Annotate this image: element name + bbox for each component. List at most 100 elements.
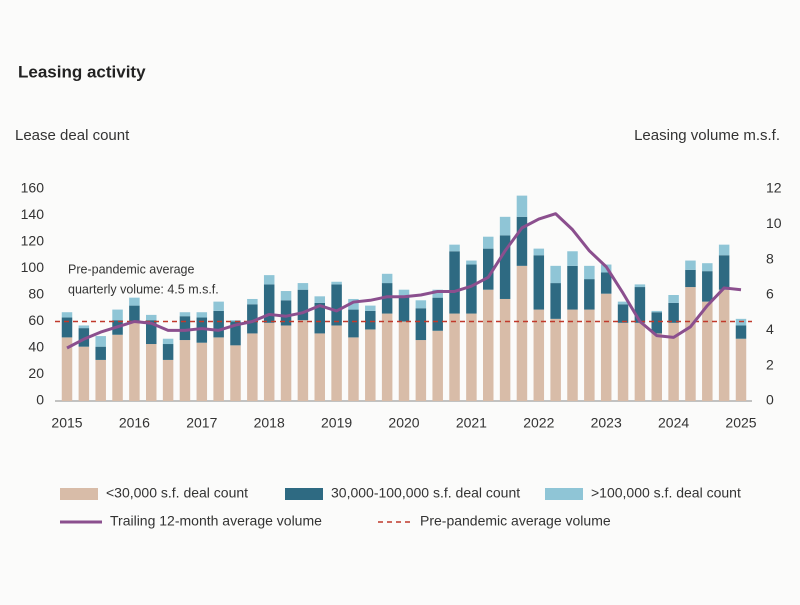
bar-segment — [718, 255, 730, 290]
legend-label: >100,000 s.f. deal count — [591, 485, 741, 501]
line-series — [66, 212, 742, 350]
bar-segment — [735, 338, 747, 401]
x-tick-label: 2017 — [186, 415, 217, 431]
bar-segment — [314, 333, 325, 401]
bar-segment — [617, 304, 629, 323]
bar-segment — [280, 291, 292, 301]
bar-segment — [196, 342, 208, 401]
bar-segment — [533, 255, 545, 310]
bar-segment — [365, 305, 376, 311]
x-tick-label: 2020 — [388, 415, 419, 431]
y2-tick-label: 0 — [766, 392, 774, 408]
bar-segment — [702, 271, 713, 302]
bar-segment — [179, 312, 191, 317]
bar-segment — [61, 312, 73, 318]
bar-segment — [247, 304, 258, 334]
bar-segment — [634, 287, 646, 323]
bar-segment — [213, 337, 224, 401]
bar-segment — [415, 308, 427, 341]
y-tick-label: 120 — [21, 233, 45, 249]
bar-segment — [415, 300, 427, 309]
bar-segment — [483, 236, 494, 249]
bar-segment — [179, 340, 191, 401]
y-tick-label: 60 — [28, 312, 44, 328]
x-tick-label: 2018 — [254, 415, 285, 431]
x-tick-label: 2019 — [321, 415, 352, 431]
bar-segment — [718, 244, 730, 256]
bar-segment — [634, 284, 646, 288]
bar-segment — [78, 346, 90, 401]
bar-segment — [668, 295, 679, 303]
x-tick-label: 2021 — [456, 415, 487, 431]
bar-segment — [567, 251, 578, 266]
bar-segment — [61, 337, 73, 401]
bar-segment — [617, 301, 629, 305]
bar-segment — [280, 300, 292, 326]
bar-segment — [685, 287, 696, 401]
y2-tick-label: 2 — [766, 356, 774, 372]
legend-label: Pre-pandemic average volume — [420, 513, 611, 529]
bar-segment — [78, 325, 90, 329]
bar-segment — [550, 318, 561, 401]
bar-segment — [146, 314, 157, 321]
bar-segment — [129, 305, 140, 323]
bar-segment — [449, 251, 460, 314]
bar-segment — [331, 284, 342, 326]
x-tick-label: 2023 — [591, 415, 622, 431]
bar-segment — [129, 322, 140, 401]
legend-swatch — [60, 488, 98, 500]
bar-segment — [263, 275, 275, 285]
bar-segment — [702, 263, 713, 272]
bar-segment — [348, 337, 359, 401]
bar-segment — [567, 309, 578, 401]
bar-segment — [348, 298, 359, 310]
y2-tick-label: 12 — [766, 180, 782, 196]
annotation: Pre-pandemic average — [68, 262, 195, 276]
y-tick-label: 20 — [28, 365, 44, 381]
bar-segment — [466, 260, 477, 265]
bar-segment — [162, 344, 174, 360]
bar-segment — [331, 325, 342, 401]
bar-segment — [718, 289, 730, 401]
bar-segment — [381, 313, 393, 401]
bar-segment — [483, 289, 494, 401]
bar-segment — [365, 329, 376, 401]
chart-title: Leasing activity — [18, 62, 146, 81]
bar-segment — [499, 235, 511, 299]
bar-segment — [533, 309, 545, 401]
y-tick-label: 100 — [21, 259, 45, 275]
y2-tick-label: 6 — [766, 286, 774, 302]
bar-segment — [95, 359, 106, 401]
bar-segment — [584, 265, 595, 280]
bar-segment — [567, 265, 578, 310]
bar-segment — [196, 317, 208, 343]
bar-segment — [162, 338, 174, 345]
bar-segment — [297, 320, 309, 401]
bar-segment — [651, 312, 662, 334]
y-tick-label: 140 — [21, 206, 45, 222]
bar-segment — [314, 302, 325, 334]
bar-segment — [230, 321, 241, 346]
bar-segment — [398, 289, 410, 297]
legend-swatch — [545, 488, 583, 500]
bar-segment — [617, 322, 629, 401]
bar-segment — [432, 330, 443, 401]
y-tick-label: 40 — [28, 339, 44, 355]
bar-segment — [247, 333, 258, 401]
legend-label: 30,000-100,000 s.f. deal count — [331, 485, 520, 501]
bar-segment — [533, 248, 545, 256]
legend-label: <30,000 s.f. deal count — [106, 485, 248, 501]
bar-segment — [651, 310, 662, 313]
bar-segment — [146, 320, 157, 345]
bar-segment — [668, 322, 679, 401]
bar-segment — [95, 346, 106, 360]
bar-segment — [314, 296, 325, 303]
bar-segment — [331, 281, 342, 285]
x-tick-label: 2024 — [658, 415, 689, 431]
bar-segment — [381, 283, 393, 314]
bar-segment — [213, 310, 224, 338]
bar-segment — [432, 289, 443, 298]
bar-segment — [230, 345, 241, 401]
x-tick-label: 2015 — [51, 415, 82, 431]
